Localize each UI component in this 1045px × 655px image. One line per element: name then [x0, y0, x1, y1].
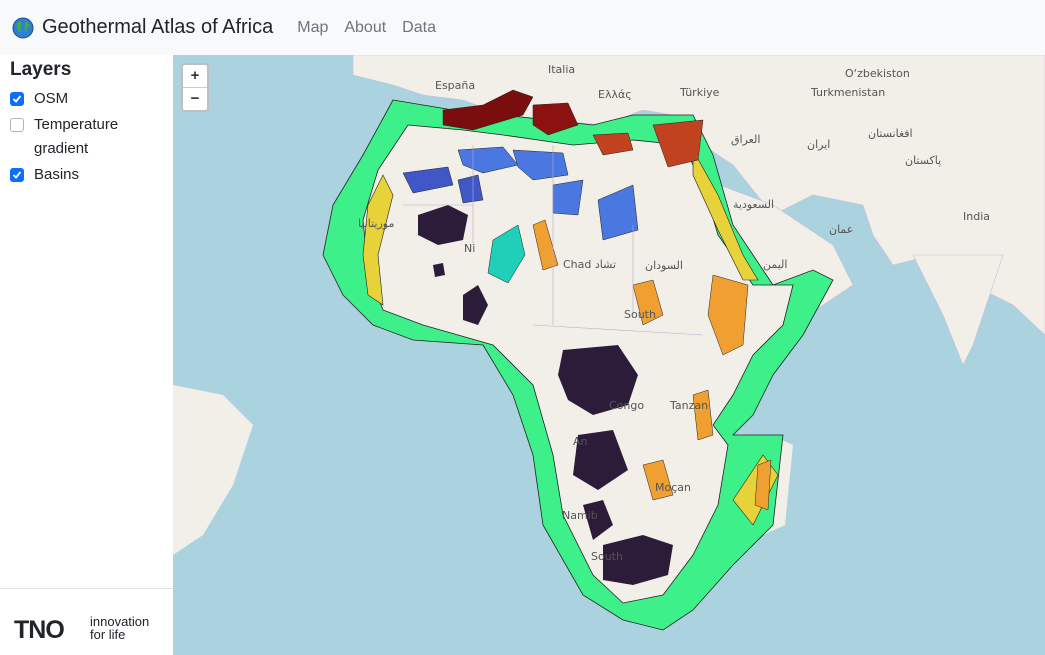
layers-sidebar: Layers OSM Temperature gradient Basins T… [0, 55, 173, 655]
zoom-in-button[interactable]: + [183, 65, 207, 88]
tno-logo: TNO [14, 616, 65, 644]
osm-label: OSM [34, 90, 69, 107]
temperature-gradient-label: Temperature gradient [34, 116, 119, 157]
label-india: India [963, 210, 990, 223]
osm-checkbox[interactable] [10, 92, 24, 106]
layers-heading: Layers [10, 59, 72, 80]
label-south-sudan: South [624, 308, 656, 321]
label-mauritania: موريتانيا [358, 217, 395, 230]
temperature-gradient-checkbox[interactable] [10, 118, 24, 132]
label-saudi: السعودية [733, 198, 775, 211]
label-niger: Ni [464, 242, 476, 255]
label-turkiye: Türkiye [680, 86, 720, 99]
app-title: Geothermal Atlas of Africa [42, 16, 274, 38]
label-tanzania: Tanzan [670, 399, 709, 412]
zoom-control: + − [181, 63, 209, 112]
label-namibia: Namib [562, 509, 598, 522]
layer-osm[interactable]: OSM [10, 87, 173, 111]
label-chad: Chad تشاد [563, 258, 616, 271]
brand[interactable]: Geothermal Atlas of Africa [12, 16, 273, 39]
label-congo: Congo [609, 399, 645, 412]
globe-icon [12, 17, 34, 39]
top-navbar: Geothermal Atlas of Africa Map About Dat… [0, 0, 1045, 55]
label-iran: ایران [807, 138, 831, 151]
label-pakistan: پاکستان [905, 154, 942, 167]
label-angola: An [573, 435, 588, 448]
basemap [173, 55, 1045, 631]
label-turkmenistan: Turkmenistan [811, 86, 886, 99]
map-view[interactable]: + − Italia España Ελλάς Türkiye Turkmeni… [173, 55, 1045, 655]
basins-checkbox[interactable] [10, 168, 24, 182]
label-south-africa: South [591, 550, 623, 563]
basins-label: Basins [34, 166, 80, 183]
nav-data[interactable]: Data [402, 18, 436, 36]
label-uzbekistan: O‘zbekiston [845, 67, 910, 80]
label-iraq: العراق [731, 133, 761, 146]
tagline-line-2: for life [90, 627, 126, 642]
label-afghanistan: افغانستان [868, 127, 913, 140]
label-oman: عمان [829, 223, 854, 236]
layer-basins[interactable]: Basins [10, 163, 173, 187]
nav-about[interactable]: About [344, 18, 387, 36]
zoom-out-button[interactable]: − [190, 90, 200, 107]
nav-map[interactable]: Map [297, 18, 329, 36]
label-ellas: Ελλάς [598, 88, 632, 101]
layer-temperature-gradient[interactable]: Temperature gradient [10, 113, 173, 161]
label-sudan: السودان [645, 259, 683, 272]
tagline-line-1: innovation [90, 614, 150, 629]
label-mozambique: Moçan [655, 481, 691, 494]
tagline: innovation for life [90, 615, 149, 641]
label-yemen: اليمن [763, 258, 788, 271]
footer-logo-area: TNO innovation for life [0, 588, 173, 655]
label-espana: España [435, 79, 476, 92]
label-italia: Italia [548, 63, 576, 76]
